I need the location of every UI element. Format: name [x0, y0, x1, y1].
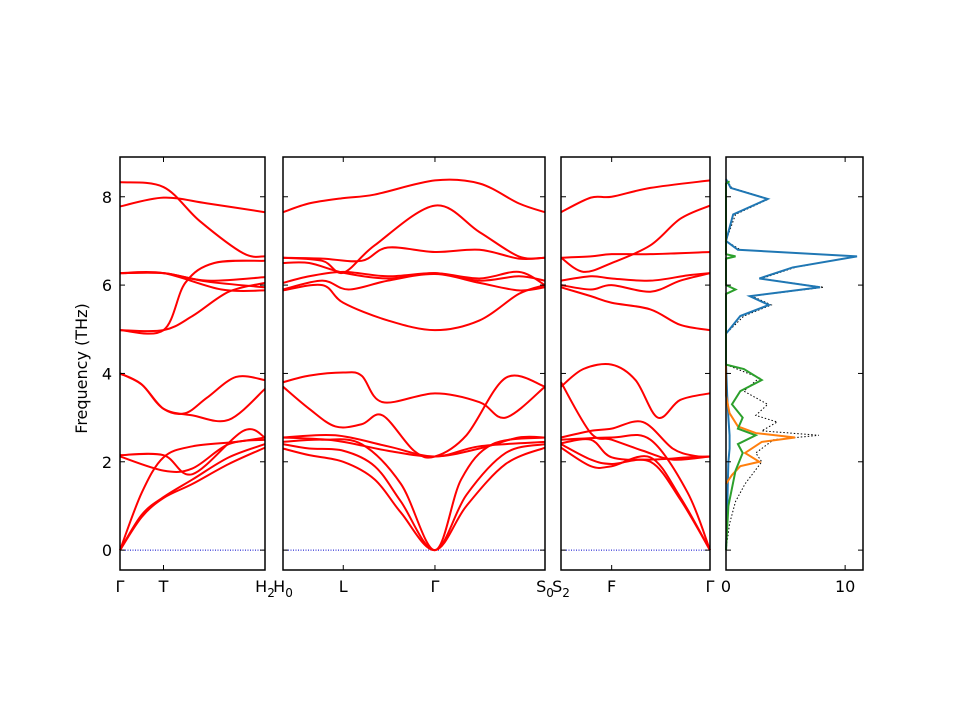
xtick-label: F — [607, 577, 616, 596]
band-line — [560, 443, 711, 551]
band-line — [560, 272, 711, 282]
band-line — [282, 443, 546, 552]
band-line — [282, 374, 546, 459]
band-structure-2: H0 L Γ S0 — [273, 156, 554, 600]
band-line — [119, 443, 266, 551]
xtick-label: Γ — [706, 577, 715, 596]
band-line — [119, 270, 266, 293]
band-line — [560, 272, 711, 293]
band-line — [560, 438, 711, 461]
band-line — [560, 420, 711, 458]
ytick-label: 4 — [102, 364, 112, 383]
band-line — [119, 196, 266, 214]
xtick-label: Γ — [116, 577, 125, 596]
xtick-label: T — [158, 577, 169, 596]
axes-frame — [560, 156, 711, 571]
ytick-label: 8 — [102, 188, 112, 207]
band-line — [282, 204, 546, 275]
band-line — [282, 178, 546, 214]
band-line — [282, 283, 546, 332]
band-line — [119, 372, 266, 423]
ytick-label: 2 — [102, 453, 112, 472]
band-line — [560, 179, 711, 214]
band-line — [119, 446, 266, 551]
band-line — [560, 381, 711, 461]
xtick-label: 10 — [835, 577, 855, 596]
axes-frame — [282, 156, 546, 571]
band-line — [560, 446, 711, 551]
band-line — [119, 259, 266, 335]
band-line — [119, 428, 266, 476]
band-line — [560, 433, 711, 551]
ylabel: Frequency (THz) — [72, 303, 91, 433]
band-line — [119, 438, 266, 473]
dos-series-line — [725, 364, 796, 485]
band-line — [282, 446, 546, 552]
band-line — [560, 286, 711, 332]
band-line — [282, 273, 546, 292]
band-line — [560, 362, 711, 419]
dos-series-line — [724, 178, 858, 551]
ytick-label: 6 — [102, 276, 112, 295]
xtick-label: S2 — [552, 577, 570, 600]
dos: 0 10 — [721, 156, 864, 596]
band-line — [282, 246, 546, 263]
xtick-label: 0 — [721, 577, 731, 596]
band-line — [560, 250, 711, 259]
axes-frame — [119, 156, 266, 571]
dos-series-line — [725, 180, 764, 551]
band-line — [119, 372, 266, 415]
band-line — [560, 204, 711, 273]
xtick-label: L — [339, 577, 348, 596]
band-line — [119, 181, 266, 258]
dos-series-line — [725, 178, 855, 551]
band-structure-1: 0 2 4 6 8 Frequency (THz) Γ T H2 — [72, 156, 275, 600]
xtick-label: H2 — [255, 577, 275, 600]
ytick-label: 0 — [102, 541, 112, 560]
band-line — [282, 270, 546, 286]
xtick-label: H0 — [273, 577, 293, 600]
xtick-label: Γ — [430, 577, 439, 596]
axes-frame — [725, 156, 864, 571]
band-line — [282, 371, 546, 419]
band-structure-3: S2 F Γ — [552, 156, 715, 600]
band-line — [282, 261, 546, 282]
band-line — [119, 281, 266, 333]
